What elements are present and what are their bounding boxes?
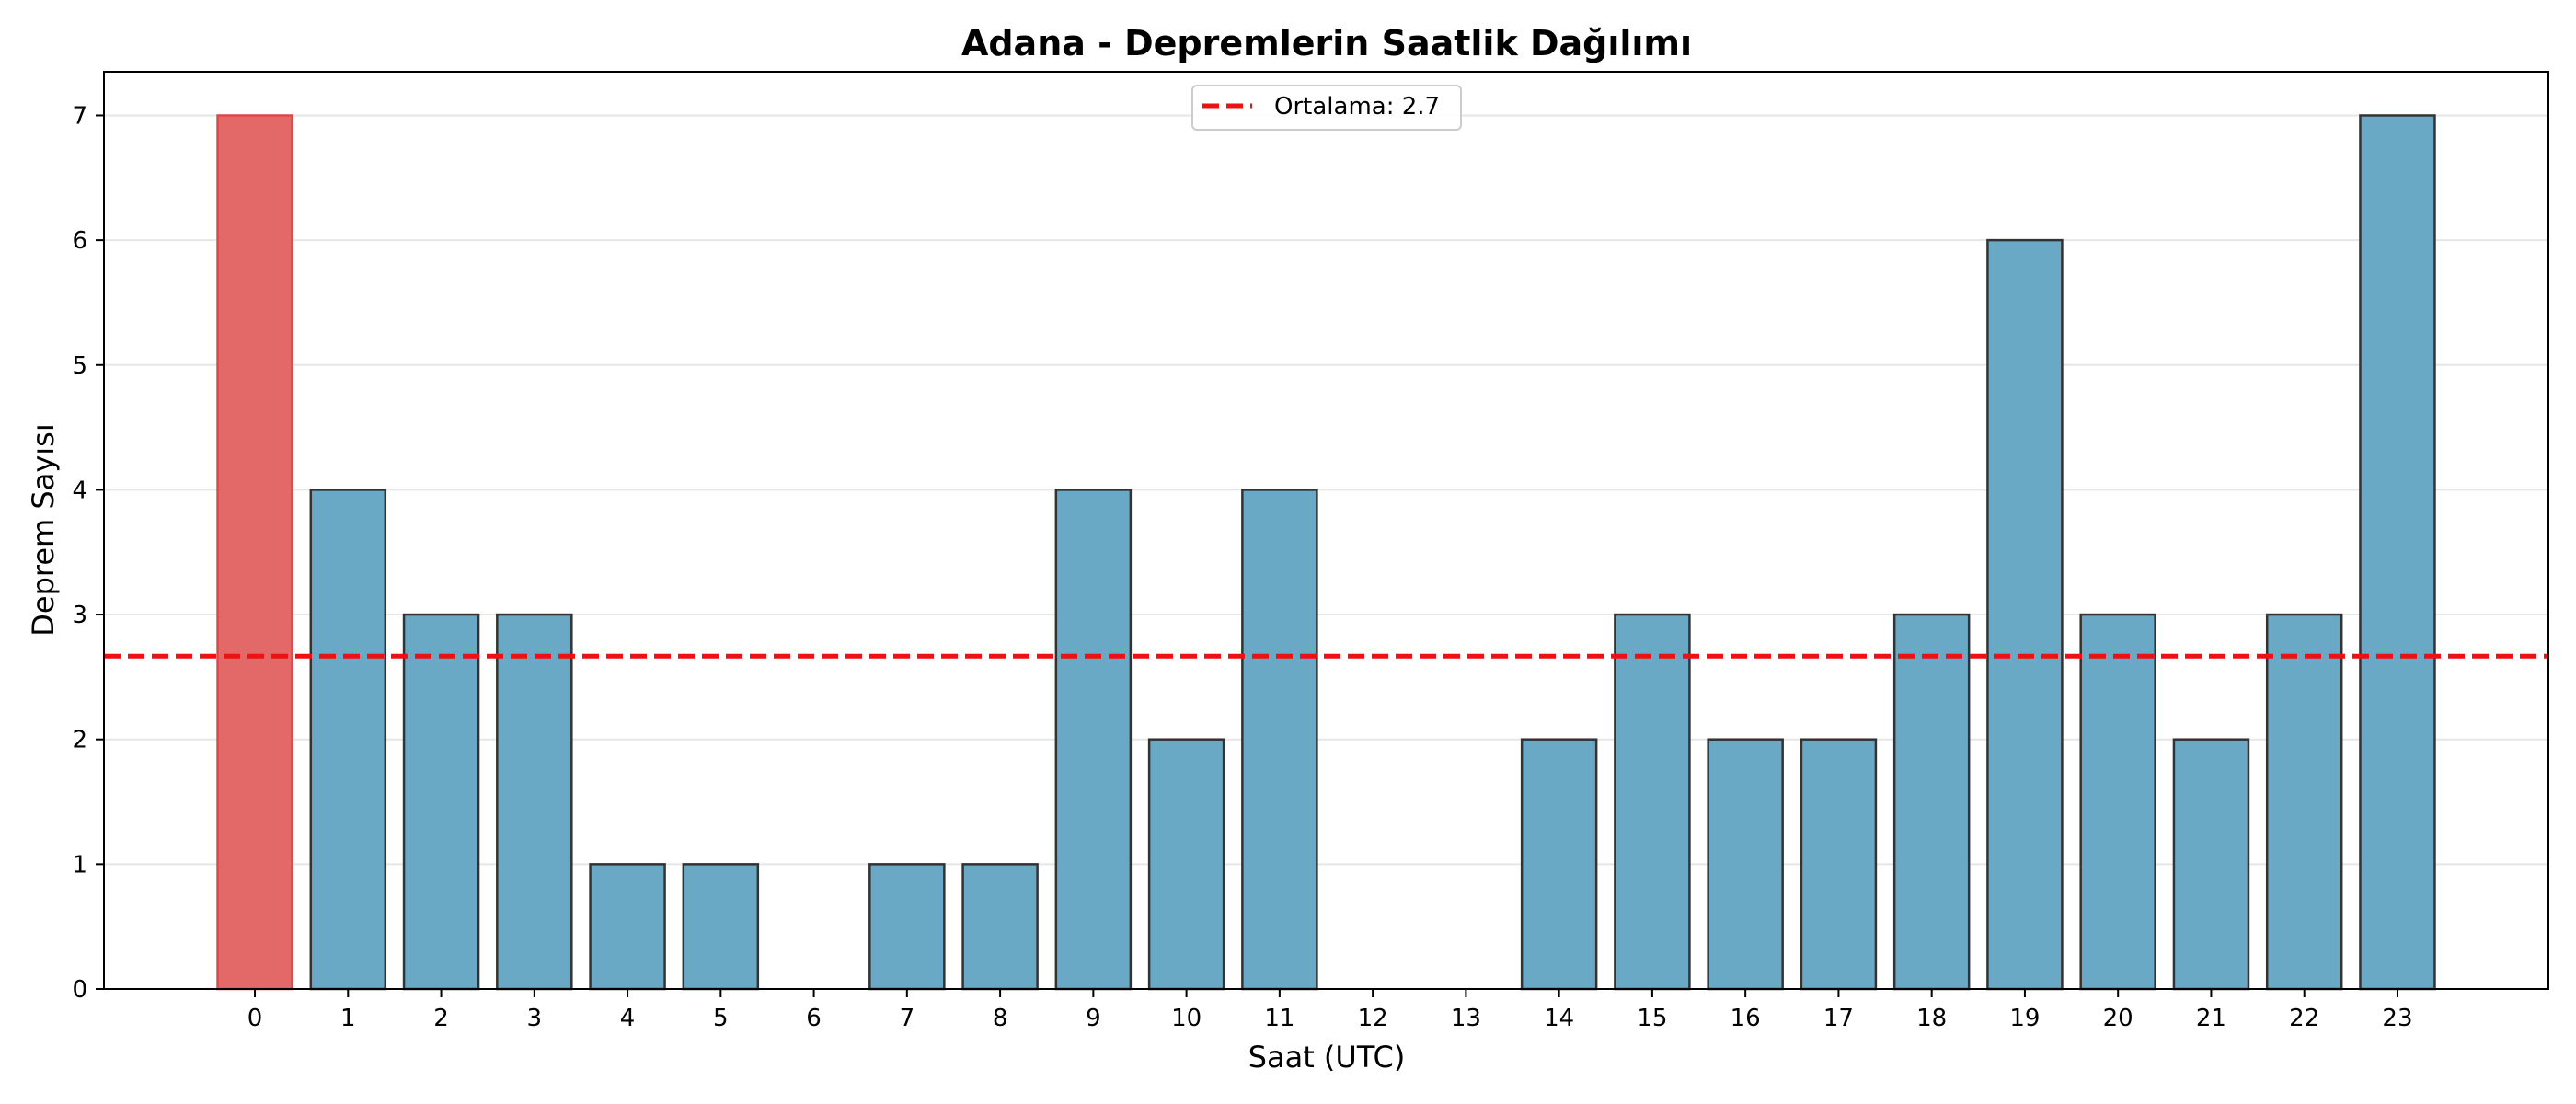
x-tick-label: 13: [1451, 1005, 1481, 1032]
bar: [1707, 738, 1784, 991]
x-tick-label: 22: [2289, 1005, 2319, 1032]
x-tick-label: 9: [1086, 1005, 1101, 1032]
bar: [1054, 489, 1133, 991]
bar: [2172, 738, 2250, 991]
x-tick-label: 6: [806, 1005, 822, 1032]
bar: [1614, 613, 1691, 991]
x-tick-label: 15: [1637, 1005, 1667, 1032]
bars: [216, 114, 2436, 991]
y-tick-label: 0: [72, 976, 87, 1004]
x-tick-label: 18: [1916, 1005, 1947, 1032]
x-axis-label: Saat (UTC): [1248, 1040, 1406, 1075]
legend-mean-label: Ortalama: 2.7: [1274, 93, 1440, 121]
bar: [682, 863, 760, 991]
x-tick-label: 5: [713, 1005, 729, 1032]
bar: [2265, 613, 2343, 991]
legend: Ortalama: 2.7: [1191, 85, 1462, 131]
x-tick-label: 7: [900, 1005, 915, 1032]
y-tick-label: 5: [72, 352, 87, 380]
bar-highlighted: [216, 114, 293, 991]
bar: [309, 489, 387, 991]
x-tick-label: 11: [1264, 1005, 1294, 1032]
x-tick-label: 14: [1544, 1005, 1574, 1032]
x-tick-label: 1: [340, 1005, 356, 1032]
bar: [2359, 114, 2436, 991]
x-tick-label: 8: [993, 1005, 1008, 1032]
x-tick-label: 10: [1171, 1005, 1202, 1032]
x-axis-ticks: 0 1 2 3 4 5 6 7 8 9 10 11 12 13 14 15 16 17 18 19 20 21 22 23: [247, 989, 2413, 1032]
bar: [961, 863, 1039, 991]
y-tick-label: 3: [72, 602, 87, 629]
legend-box: [1191, 85, 1462, 131]
x-tick-label: 0: [247, 1005, 263, 1032]
y-tick-label: 4: [72, 477, 87, 504]
bar: [1986, 238, 2064, 991]
x-tick-label: 12: [1358, 1005, 1388, 1032]
chart-title: Adana - Depremlerin Saatlik Dağılımı: [961, 23, 1692, 63]
y-axis-label: Deprem Sayısı: [26, 423, 61, 636]
bar: [496, 613, 573, 991]
bar: [1892, 613, 1971, 991]
x-tick-label: 4: [620, 1005, 636, 1032]
x-tick-label: 3: [527, 1005, 543, 1032]
bar: [2079, 613, 2156, 991]
x-tick-label: 17: [1823, 1005, 1854, 1032]
plot-frame: [103, 71, 2549, 990]
x-tick-label: 19: [2009, 1005, 2040, 1032]
bar: [1520, 738, 1598, 991]
bar: [1147, 738, 1225, 991]
y-tick-label: 2: [72, 727, 87, 754]
x-tick-label: 20: [2103, 1005, 2133, 1032]
y-tick-label: 6: [72, 227, 87, 255]
x-tick-label: 16: [1731, 1005, 1761, 1032]
x-tick-label: 2: [433, 1005, 449, 1032]
x-tick-label: 21: [2196, 1005, 2226, 1032]
y-tick-label: 7: [72, 102, 87, 130]
bar: [402, 613, 480, 991]
bar: [1800, 738, 1878, 991]
y-tick-label: 1: [72, 851, 87, 879]
y-axis-ticks: 0 1 2 3 4 5 6 7: [72, 102, 104, 1004]
bar: [1241, 489, 1318, 991]
bar: [589, 863, 666, 991]
x-tick-label: 23: [2382, 1005, 2412, 1032]
bar: [868, 863, 946, 991]
